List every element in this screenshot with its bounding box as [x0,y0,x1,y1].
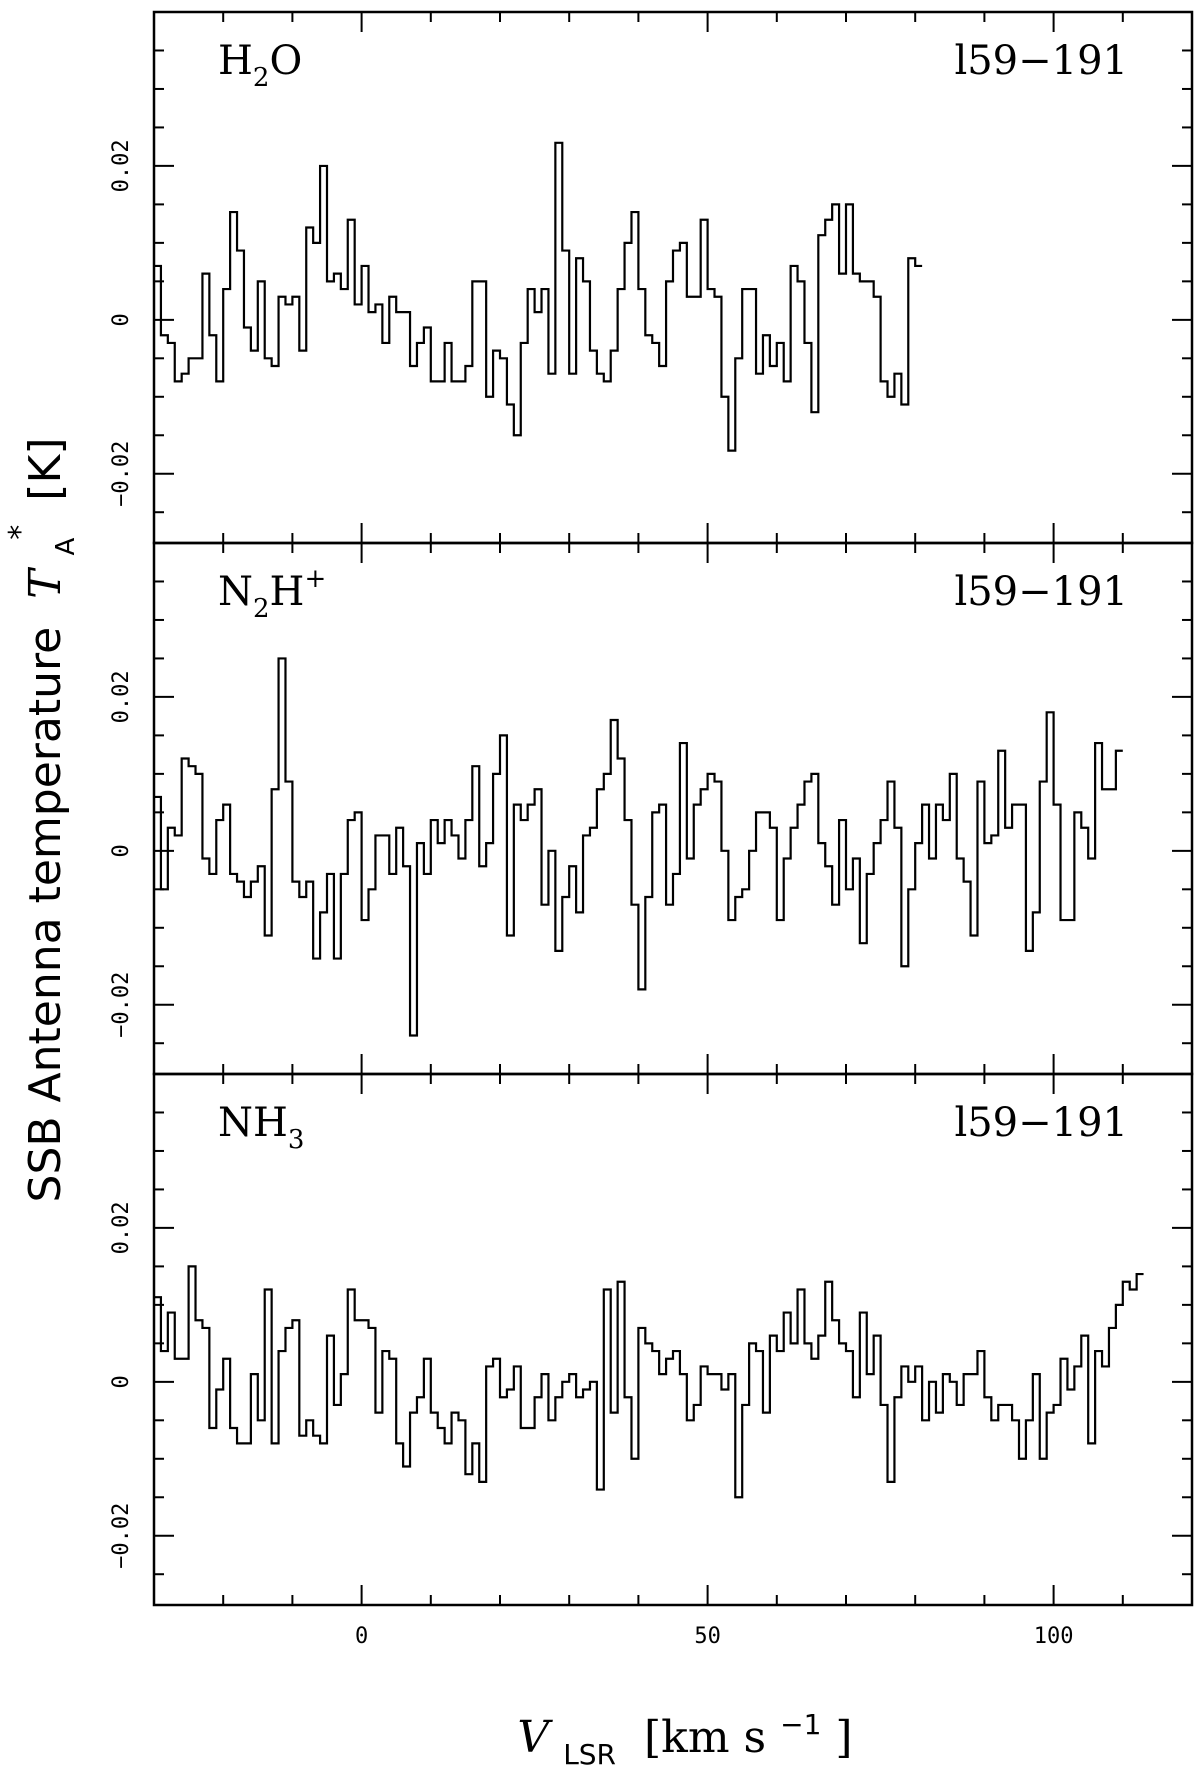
molecule-label: H2O [218,38,302,93]
x-axis-label-unit-close: ] [835,1712,852,1763]
x-tick-label: 100 [1034,1624,1074,1649]
panel-frame [152,541,1194,1076]
spectra-panels: −0.02 0 0.02 H2O l59−191 −0.02 0 0.02 N2H+ l59−19… [109,10,1194,1649]
source-label: l59−191 [954,569,1128,615]
y-axis-label-text: SSB Antenna temperature [20,627,71,1203]
x-axis-label-unit-sup: −1 [780,1708,821,1741]
x-axis-label: V LSR [km s −1 ] [517,1694,852,1775]
spectrum-panel: −0.02 0 0.02 H2O l59−191 [109,10,1194,545]
y-tick-label: 0.02 [109,1201,134,1254]
x-tick-label: 50 [694,1624,721,1649]
y-tick-label: 0 [109,844,134,857]
y-tick-label: 0.02 [109,670,134,723]
y-axis-label-unit: [K] [20,438,71,501]
y-axis-label-sub: A [51,537,81,555]
svg-text:SSB Antenna temperature: SSB Antenna temperature T A * [K] [0,438,85,1203]
molecule-label: N2H+ [218,564,326,624]
y-tick-label: 0 [109,313,134,326]
y-tick-label: 0 [109,1375,134,1388]
spectrum-panel: −0.02 0 0.02 N2H+ l59−191 [109,541,1194,1076]
panel-frame [152,1072,1194,1607]
molecule-label: NH3 [218,1100,304,1155]
y-tick-label: −0.02 [109,1503,134,1569]
x-axis-label-symbol: V [517,1712,553,1763]
x-axis-label-unit: [km s [644,1712,766,1763]
source-label: l59−191 [954,38,1128,84]
y-tick-label: −0.02 [109,441,134,507]
y-tick-label: 0.02 [109,139,134,192]
y-axis-label-symbol: T [20,566,71,599]
source-label: l59−191 [954,1100,1128,1146]
y-tick-label: −0.02 [109,972,134,1038]
spectrum-line [154,1265,1144,1499]
y-axis-label-sup: * [3,525,38,540]
spectrum-line [154,141,923,452]
spectrum-line [154,657,1123,1037]
x-axis-label-sub: LSR [563,1738,616,1771]
y-axis-label: SSB Antenna temperature T A * [K] [0,438,85,1203]
x-tick-label: 0 [355,1624,368,1649]
spectrum-panel: −0.02 0 0.02 NH3 l59−191 0 50 100 [109,1072,1194,1649]
